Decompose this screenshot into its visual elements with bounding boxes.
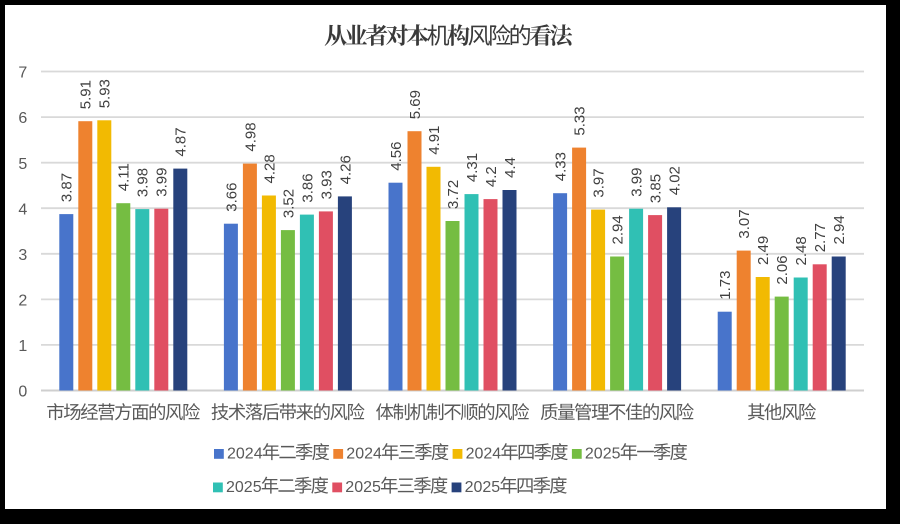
svg-text:3.66: 3.66 <box>223 182 240 211</box>
svg-text:3.86: 3.86 <box>299 173 316 202</box>
svg-text:4.33: 4.33 <box>553 152 570 181</box>
svg-text:2.94: 2.94 <box>831 215 848 244</box>
svg-text:6: 6 <box>18 110 27 127</box>
svg-text:3.85: 3.85 <box>648 174 665 203</box>
svg-text:1.73: 1.73 <box>717 270 734 299</box>
svg-text:3.93: 3.93 <box>318 170 335 199</box>
svg-text:3.87: 3.87 <box>59 173 76 202</box>
svg-text:1: 1 <box>18 338 27 355</box>
svg-text:4.98: 4.98 <box>242 122 259 151</box>
svg-text:2024: 2024 <box>227 446 263 463</box>
svg-text:3.99: 3.99 <box>154 167 171 196</box>
svg-text:4: 4 <box>18 201 27 218</box>
svg-text:5.69: 5.69 <box>407 90 424 119</box>
svg-text:5.33: 5.33 <box>572 106 589 135</box>
svg-text:4.02: 4.02 <box>667 166 684 195</box>
svg-text:2025: 2025 <box>226 479 262 496</box>
svg-text:2024: 2024 <box>346 446 382 463</box>
svg-text:3.99: 3.99 <box>629 167 646 196</box>
svg-text:4.31: 4.31 <box>464 153 481 182</box>
svg-text:2.49: 2.49 <box>755 236 772 265</box>
svg-text:7: 7 <box>18 65 27 82</box>
svg-text:4.91: 4.91 <box>426 126 443 155</box>
svg-text:3.52: 3.52 <box>280 189 297 218</box>
svg-text:2025: 2025 <box>345 479 381 496</box>
svg-text:0: 0 <box>18 384 27 401</box>
svg-text:3.98: 3.98 <box>135 168 152 197</box>
svg-text:2025: 2025 <box>585 446 621 463</box>
svg-text:2: 2 <box>18 293 27 310</box>
svg-text:2.94: 2.94 <box>610 215 627 244</box>
svg-text:2.77: 2.77 <box>812 223 829 252</box>
svg-text:2025: 2025 <box>465 479 501 496</box>
svg-text:4.11: 4.11 <box>116 163 133 191</box>
svg-text:3.72: 3.72 <box>445 180 462 209</box>
svg-text:5.93: 5.93 <box>97 79 114 108</box>
svg-text:5: 5 <box>18 156 27 173</box>
svg-text:4.4: 4.4 <box>502 157 519 178</box>
svg-text:3.97: 3.97 <box>591 168 608 197</box>
svg-text:3.07: 3.07 <box>736 209 753 238</box>
svg-text:4.56: 4.56 <box>388 141 405 170</box>
svg-text:4.26: 4.26 <box>337 155 354 184</box>
svg-text:2.06: 2.06 <box>774 255 791 284</box>
svg-text:4.87: 4.87 <box>173 127 190 156</box>
svg-text:4.28: 4.28 <box>261 154 278 183</box>
svg-text:2.48: 2.48 <box>793 236 810 265</box>
svg-text:4.2: 4.2 <box>483 166 500 187</box>
svg-text:5.91: 5.91 <box>78 80 95 109</box>
svg-text:3: 3 <box>18 247 27 264</box>
svg-text:2024: 2024 <box>466 446 502 463</box>
